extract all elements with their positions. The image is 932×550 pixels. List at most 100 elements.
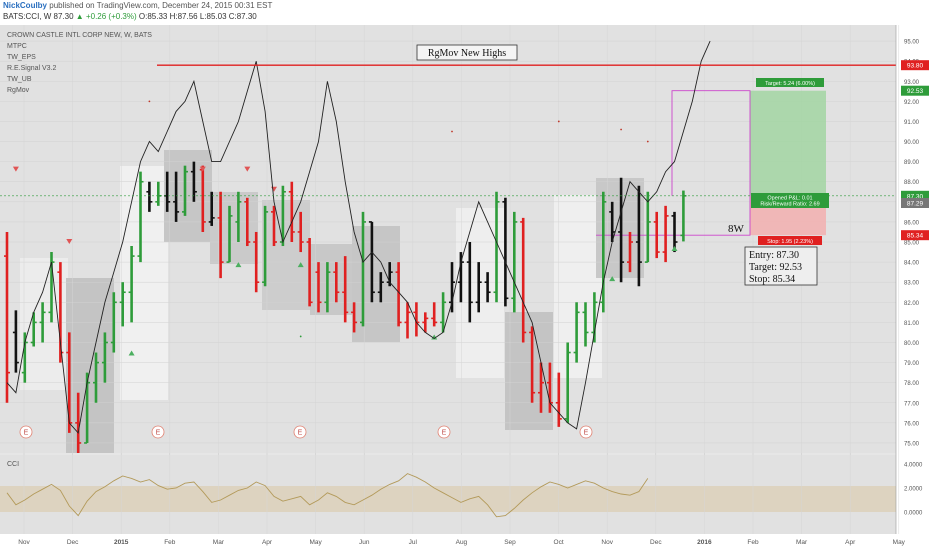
symbol-label: BATS:CCI, W	[3, 12, 52, 21]
price-tag-0	[901, 60, 929, 71]
time-tick-14: 2016	[697, 539, 712, 546]
publish-info: published on TradingView.com, December 2…	[49, 1, 273, 10]
time-tick-9: Aug	[456, 539, 468, 546]
signal-triangle-1	[66, 239, 73, 245]
signal-triangle-2	[128, 350, 135, 356]
rr-tag-text: Risk/Reward Ratio: 2.69	[760, 202, 819, 208]
shade-zone-9	[505, 312, 553, 430]
cci-tick-1: 2.0000	[904, 487, 923, 493]
signal-triangle-8	[431, 334, 438, 340]
earnings-marker-label-0: E	[24, 430, 29, 437]
shade-zone-5	[262, 200, 310, 310]
trade-entry: Entry: 87.30	[749, 250, 799, 261]
signal-triangle-5	[244, 166, 251, 172]
change-value: +0.26 (+0.3%)	[85, 12, 137, 21]
price-tag-label-4: 85.34	[907, 233, 924, 240]
time-tick-11: Oct	[554, 539, 564, 546]
author-name[interactable]: NickCoulby	[3, 1, 48, 10]
new-highs-callout: RgMov New Highs	[416, 44, 518, 61]
signal-dot-5	[620, 128, 622, 131]
earnings-marker-2	[293, 425, 307, 439]
time-tick-4: Mar	[213, 539, 225, 546]
time-tick-8: Jul	[409, 539, 418, 546]
shade-zone-7	[352, 226, 400, 342]
cci-tick-0: 4.0000	[904, 463, 923, 469]
earnings-marker-4	[579, 425, 593, 439]
price-tag-label-0: 93.80	[907, 63, 924, 70]
trade-target: Target: 92.53	[749, 262, 802, 273]
price-tick-0: 75.00	[904, 441, 920, 447]
price-tick-9: 84.00	[904, 261, 920, 267]
price-tag-2	[901, 190, 929, 201]
pnl-tag-text: Opened P&L: 0.01	[767, 196, 812, 202]
time-tick-6: May	[309, 539, 322, 546]
time-tick-0: Nov	[18, 539, 30, 546]
trade-summary-box: Entry: 87.30 Target: 92.53 Stop: 85.34	[744, 246, 818, 286]
target-zone	[750, 90, 826, 196]
price-tag-1	[901, 85, 929, 96]
target-tag: Target: 5.24 (6.00%)	[756, 78, 824, 87]
time-tick-3: Feb	[164, 539, 176, 546]
time-tick-1: Dec	[67, 539, 79, 546]
legend: CROWN CASTLE INTL CORP NEW, W, BATS MTPC…	[7, 32, 152, 468]
time-tick-15: Feb	[747, 539, 759, 546]
projection-box	[671, 90, 751, 236]
shade-zone-4	[210, 192, 258, 264]
signal-triangle-0	[12, 166, 19, 172]
price-tick-2: 77.00	[904, 401, 920, 407]
time-tick-12: Nov	[601, 539, 613, 546]
price-tick-11: 86.00	[904, 220, 920, 226]
price-tick-16: 91.00	[904, 120, 920, 126]
stop-tag-text: Stop: 1.95 (2.23%)	[767, 239, 813, 245]
time-tick-5: Apr	[262, 539, 273, 546]
time-tick-13: Dec	[650, 539, 662, 546]
ohlc-values: O:85.33 H:87.56 L:85.03 C:87.30	[138, 12, 257, 21]
change-arrow: ▲	[75, 12, 84, 21]
time-tick-2: 2015	[114, 539, 129, 546]
cci-band	[0, 486, 896, 512]
publish-header: NickCoulby published on TradingView.com,…	[3, 1, 272, 10]
legend-study-5: RgMov	[7, 87, 30, 94]
cci-line	[6, 473, 649, 518]
period-label: 8W	[728, 223, 745, 235]
price-tick-1: 76.00	[904, 421, 920, 427]
time-tick-7: Jun	[359, 539, 370, 546]
price-tick-15: 90.00	[904, 140, 920, 146]
earnings-marker-label-3: E	[442, 430, 447, 437]
price-tick-6: 81.00	[904, 321, 920, 327]
price-tick-20: 95.00	[904, 40, 920, 46]
shade-zone-10	[554, 195, 602, 378]
price-tick-7: 82.00	[904, 301, 920, 307]
price-tag-4	[901, 230, 929, 241]
price-tick-4: 79.00	[904, 361, 920, 367]
signal-dot-2	[299, 335, 302, 338]
signal-dot-4	[557, 120, 560, 123]
time-tick-10: Sep	[504, 539, 516, 546]
price-tag-label-2: 87.30	[907, 193, 924, 200]
cci-tick-2: 0.0000	[904, 511, 923, 517]
price-tick-18: 93.00	[904, 80, 920, 86]
cci-pane-title: CCI	[7, 461, 19, 468]
earnings-marker-label-2: E	[298, 430, 303, 437]
grid-lines	[0, 25, 900, 534]
price-tick-13: 88.00	[904, 180, 920, 186]
cci-panel: 4.0000 2.0000 0.0000	[6, 463, 923, 518]
signal-triangle-4	[235, 262, 242, 268]
price-tick-14: 89.00	[904, 160, 920, 166]
signal-dot-0	[148, 100, 151, 103]
last-price: 87.30	[53, 12, 74, 21]
signal-triangle-7	[297, 262, 304, 268]
price-tag-label-1: 92.53	[907, 88, 924, 95]
earnings-marker-0	[19, 425, 33, 439]
pnl-tag: Opened P&L: 0.01 Risk/Reward Ratio: 2.69	[751, 193, 829, 208]
signal-dot-3	[451, 130, 453, 133]
trade-stop: Stop: 85.34	[749, 274, 795, 285]
target-tag-text: Target: 5.24 (6.00%)	[765, 81, 815, 87]
new-highs-label: RgMov New Highs	[428, 48, 506, 59]
earnings-marker-label-1: E	[156, 430, 161, 437]
price-tag-3	[901, 197, 929, 208]
stop-tag: Stop: 1.95 (2.23%)	[758, 236, 822, 245]
signal-dot-6	[646, 140, 649, 143]
signal-dot-1	[219, 221, 222, 223]
